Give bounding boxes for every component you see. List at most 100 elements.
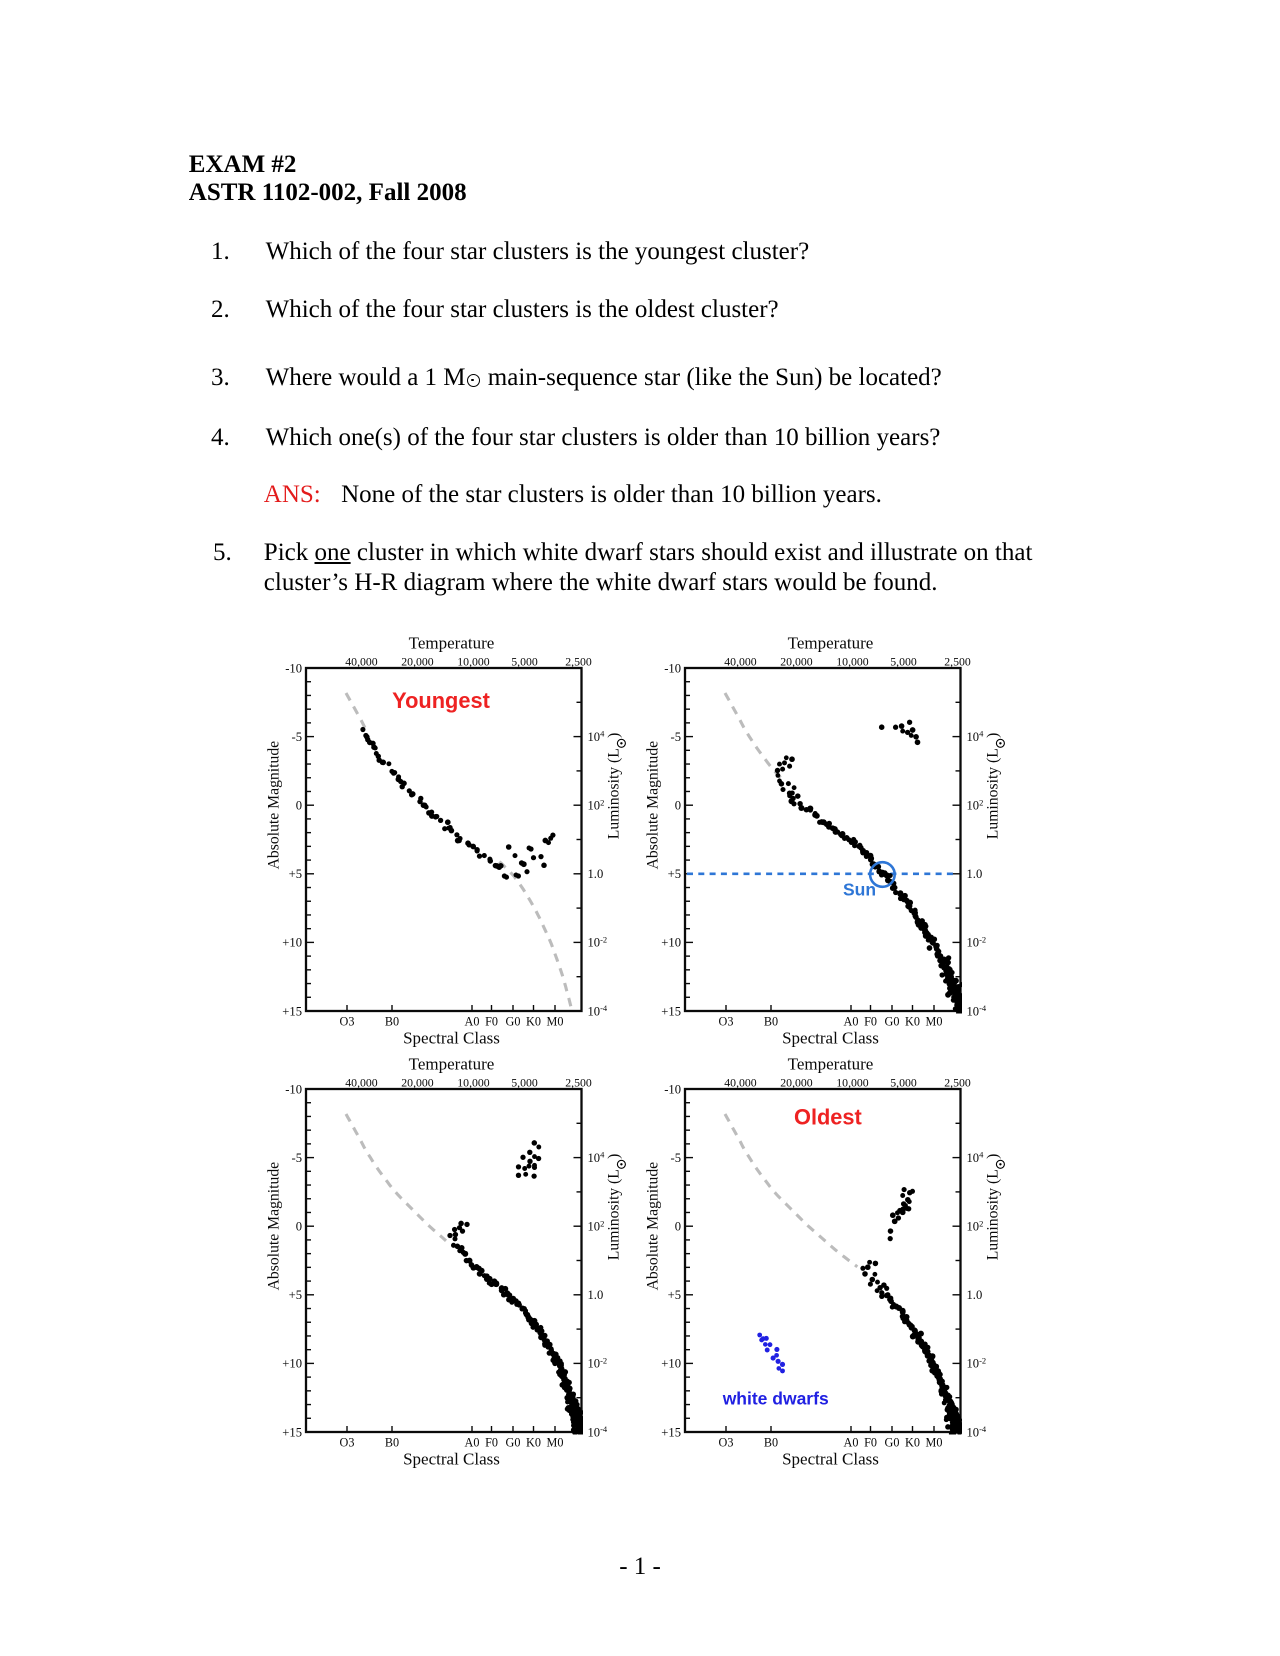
svg-text:Temperature: Temperature xyxy=(409,1055,495,1074)
svg-text:Temperature: Temperature xyxy=(409,634,495,653)
svg-text:102: 102 xyxy=(588,797,605,812)
svg-text:-10: -10 xyxy=(664,1082,681,1096)
svg-text:Luminosity (L: Luminosity (L xyxy=(985,1169,1002,1260)
svg-text:102: 102 xyxy=(588,1218,605,1233)
svg-text:Absolute Magnitude: Absolute Magnitude xyxy=(645,1162,662,1291)
svg-text:40,000: 40,000 xyxy=(345,1076,378,1090)
svg-text:+10: +10 xyxy=(282,936,302,950)
svg-text:20,000: 20,000 xyxy=(780,655,813,669)
svg-text:40,000: 40,000 xyxy=(724,655,757,669)
svg-text:G0: G0 xyxy=(506,1436,521,1450)
svg-text:-10: -10 xyxy=(285,1082,302,1096)
svg-text:0: 0 xyxy=(296,1220,302,1234)
svg-text:K0: K0 xyxy=(905,1436,920,1450)
svg-text:5,000: 5,000 xyxy=(890,1076,917,1090)
svg-text:+10: +10 xyxy=(282,1357,302,1371)
svg-text:+10: +10 xyxy=(661,936,681,950)
svg-text:1.0: 1.0 xyxy=(588,867,604,881)
svg-text:10-4: 10-4 xyxy=(967,1003,987,1018)
svg-text:): ) xyxy=(606,1154,623,1159)
svg-text:2,500: 2,500 xyxy=(565,1076,592,1090)
svg-text:-5: -5 xyxy=(292,730,303,744)
svg-text:Spectral Class: Spectral Class xyxy=(403,1029,500,1048)
svg-text:M0: M0 xyxy=(926,1015,943,1029)
svg-text:Spectral Class: Spectral Class xyxy=(782,1029,879,1048)
svg-text:+15: +15 xyxy=(661,1425,681,1439)
svg-text:Spectral Class: Spectral Class xyxy=(403,1450,500,1469)
svg-text:F0: F0 xyxy=(485,1436,498,1450)
svg-text:20,000: 20,000 xyxy=(780,1076,813,1090)
svg-text:A0: A0 xyxy=(465,1436,480,1450)
svg-text:1.0: 1.0 xyxy=(967,1288,983,1302)
svg-text:+15: +15 xyxy=(282,1425,302,1439)
svg-text:Temperature: Temperature xyxy=(788,634,874,653)
svg-text:Youngest: Youngest xyxy=(392,688,490,713)
svg-text:+15: +15 xyxy=(282,1004,302,1018)
svg-text:+5: +5 xyxy=(289,867,302,881)
svg-text:10,000: 10,000 xyxy=(836,655,869,669)
svg-text:B0: B0 xyxy=(764,1436,778,1450)
svg-text:-10: -10 xyxy=(664,661,681,675)
svg-text:A0: A0 xyxy=(465,1015,480,1029)
svg-text:B0: B0 xyxy=(385,1015,399,1029)
svg-text:Spectral Class: Spectral Class xyxy=(782,1450,879,1469)
svg-text:Temperature: Temperature xyxy=(788,1055,874,1074)
svg-text:M0: M0 xyxy=(547,1436,564,1450)
svg-text:O3: O3 xyxy=(340,1015,355,1029)
svg-text:-5: -5 xyxy=(671,1151,682,1165)
svg-text:B0: B0 xyxy=(385,1436,399,1450)
svg-text:5,000: 5,000 xyxy=(890,655,917,669)
svg-text:1.0: 1.0 xyxy=(588,1288,604,1302)
svg-text:K0: K0 xyxy=(526,1015,541,1029)
svg-text:K0: K0 xyxy=(526,1436,541,1450)
svg-text:G0: G0 xyxy=(506,1015,521,1029)
svg-text:+5: +5 xyxy=(668,1288,681,1302)
svg-text:10-4: 10-4 xyxy=(588,1424,608,1439)
svg-text:M0: M0 xyxy=(926,1436,943,1450)
svg-text:104: 104 xyxy=(967,729,985,744)
svg-text:O3: O3 xyxy=(719,1015,734,1029)
svg-text:2,500: 2,500 xyxy=(565,655,592,669)
svg-text:40,000: 40,000 xyxy=(345,655,378,669)
svg-text:F0: F0 xyxy=(864,1015,877,1029)
svg-text:0: 0 xyxy=(675,799,681,813)
svg-text:0: 0 xyxy=(675,1220,681,1234)
svg-text:104: 104 xyxy=(588,729,606,744)
svg-text:10-2: 10-2 xyxy=(967,1356,987,1371)
svg-text:104: 104 xyxy=(588,1150,606,1165)
svg-text:): ) xyxy=(606,733,623,738)
svg-text:Luminosity (L: Luminosity (L xyxy=(606,748,623,839)
svg-text:10-4: 10-4 xyxy=(588,1003,608,1018)
svg-text:-10: -10 xyxy=(285,661,302,675)
svg-text:A0: A0 xyxy=(844,1015,859,1029)
svg-text:10-2: 10-2 xyxy=(967,935,987,950)
svg-text:2,500: 2,500 xyxy=(944,1076,971,1090)
svg-text:G0: G0 xyxy=(885,1436,900,1450)
svg-text:10,000: 10,000 xyxy=(457,655,490,669)
svg-text:): ) xyxy=(985,733,1002,738)
svg-text:10-4: 10-4 xyxy=(967,1424,987,1439)
svg-text:A0: A0 xyxy=(844,1436,859,1450)
svg-text:+15: +15 xyxy=(661,1004,681,1018)
svg-text:10-2: 10-2 xyxy=(588,935,608,950)
svg-text:102: 102 xyxy=(967,1218,984,1233)
svg-text:Absolute Magnitude: Absolute Magnitude xyxy=(266,1162,283,1291)
svg-text:Luminosity (L: Luminosity (L xyxy=(606,1169,623,1260)
svg-text:102: 102 xyxy=(967,797,984,812)
svg-text:+5: +5 xyxy=(289,1288,302,1302)
svg-text:10-2: 10-2 xyxy=(588,1356,608,1371)
svg-text:0: 0 xyxy=(296,799,302,813)
svg-text:white dwarfs: white dwarfs xyxy=(722,1389,829,1409)
svg-text:): ) xyxy=(985,1154,1002,1159)
svg-text:Oldest: Oldest xyxy=(794,1105,862,1130)
svg-text:-5: -5 xyxy=(292,1151,303,1165)
svg-text:10,000: 10,000 xyxy=(457,1076,490,1090)
svg-text:G0: G0 xyxy=(885,1015,900,1029)
svg-text:F0: F0 xyxy=(864,1436,877,1450)
svg-text:+5: +5 xyxy=(668,867,681,881)
svg-text:F0: F0 xyxy=(485,1015,498,1029)
svg-text:M0: M0 xyxy=(547,1015,564,1029)
svg-text:104: 104 xyxy=(967,1150,985,1165)
svg-text:B0: B0 xyxy=(764,1015,778,1029)
svg-text:Luminosity (L: Luminosity (L xyxy=(985,748,1002,839)
